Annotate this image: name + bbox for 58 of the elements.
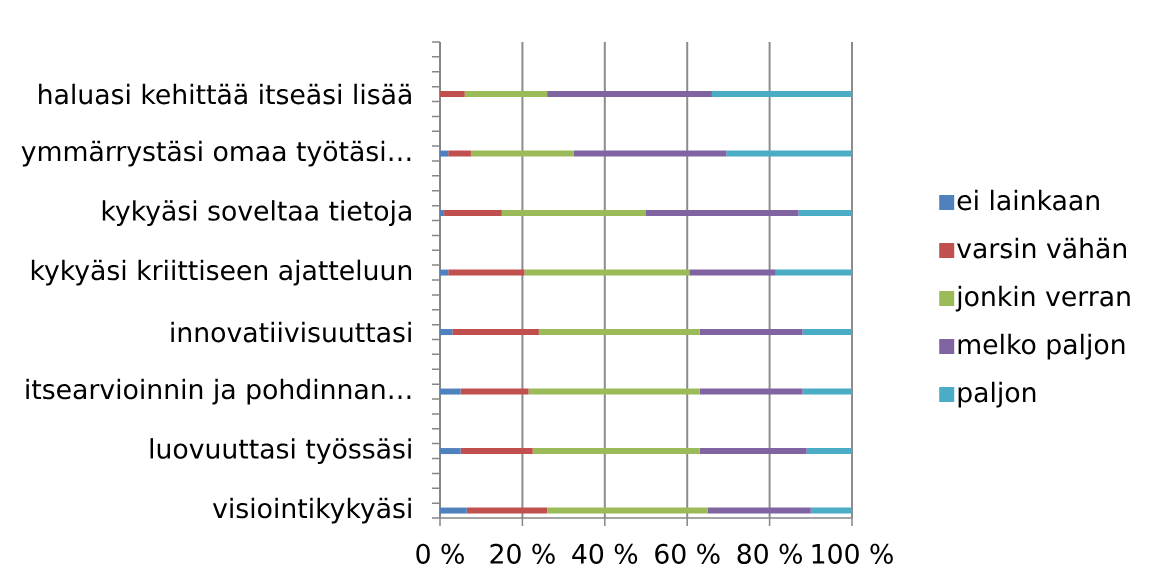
legend-label: paljon <box>958 381 1036 408</box>
bar <box>547 91 712 98</box>
bar <box>448 269 525 276</box>
legend-label: jonkin verran <box>955 285 1130 312</box>
bar <box>448 150 471 157</box>
y-tick-label: kykyäsi soveltaa tietoja <box>102 200 411 226</box>
bar <box>646 210 799 217</box>
x-tick-label: 20 % <box>490 543 555 564</box>
bar <box>798 210 853 217</box>
bar <box>775 269 853 276</box>
bar <box>810 507 853 514</box>
bar <box>524 269 690 276</box>
bar <box>440 329 453 336</box>
legend-label: varsin vähän <box>957 237 1126 259</box>
bar <box>464 91 548 98</box>
y-tick-label: innovatiivisuuttasi <box>171 321 411 343</box>
bar <box>711 91 853 98</box>
bar <box>528 388 700 395</box>
bar <box>802 329 853 336</box>
bar <box>707 507 811 514</box>
x-tick-label: 80 % <box>737 543 802 564</box>
y-tick-label: visiointikykyäsi <box>212 497 411 524</box>
y-tick-label: haluasi kehittää itseäsi lisää <box>39 83 411 105</box>
bar <box>440 507 467 514</box>
y-tick-label: luovuuttasi työssäsi <box>150 438 411 464</box>
bar <box>444 210 502 217</box>
x-tick-label: 60 % <box>655 543 720 564</box>
bar <box>806 448 853 455</box>
y-tick-label: ymmärrystäsi omaa työtäsi… <box>21 140 411 167</box>
bar <box>440 448 461 455</box>
x-tick-label: 40 % <box>572 543 638 564</box>
bar <box>699 329 803 336</box>
legend-label: ei lainkaan <box>957 189 1099 211</box>
legend-label: melko paljon <box>958 333 1125 360</box>
bar <box>726 150 853 157</box>
bar <box>440 150 449 157</box>
bar <box>538 329 700 336</box>
bar <box>460 448 533 455</box>
bar <box>699 388 803 395</box>
y-tick-label: kykyäsi kriittiseen ajatteluun <box>31 259 412 286</box>
bar <box>460 388 529 395</box>
y-tick-label: itsearvioinnin ja pohdinnan… <box>26 378 411 405</box>
bar <box>547 507 708 514</box>
bar <box>699 448 807 455</box>
bar <box>573 150 727 157</box>
bar <box>466 507 548 514</box>
bar <box>440 91 465 98</box>
bar <box>470 150 574 157</box>
bar <box>452 329 539 336</box>
bar <box>689 269 776 276</box>
bar <box>440 210 445 217</box>
bar <box>532 448 700 455</box>
bar <box>802 388 853 395</box>
bar <box>440 388 461 395</box>
bar <box>501 210 646 217</box>
x-tick-label: 0 % <box>416 543 464 564</box>
x-tick-label: 100 % <box>812 543 893 564</box>
bar <box>440 269 449 276</box>
